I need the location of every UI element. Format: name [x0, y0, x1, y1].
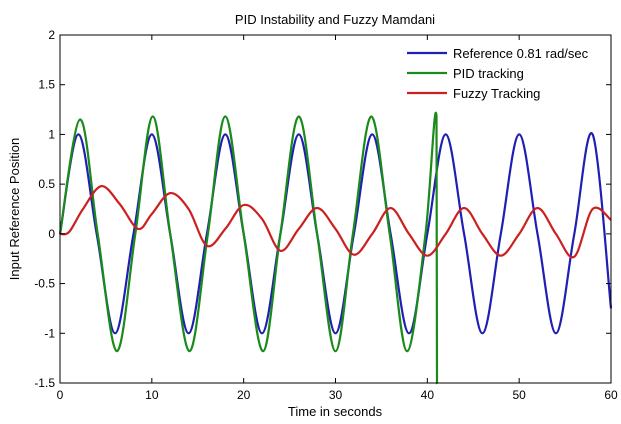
y-axis-label: Input Reference Position — [7, 138, 22, 280]
series-layer — [58, 111, 613, 385]
x-tick-label: 40 — [421, 388, 435, 402]
x-tick-label: 30 — [329, 388, 343, 402]
series-line-2 — [58, 111, 439, 385]
x-tick-label: 10 — [145, 388, 159, 402]
chart-title: PID Instability and Fuzzy Mamdani — [235, 12, 435, 27]
y-tick-label: 0.5 — [38, 177, 55, 191]
y-tick-label: 1.5 — [38, 78, 55, 92]
series-line-3 — [59, 185, 612, 259]
y-tick-label: 1 — [48, 127, 55, 141]
y-tick-label: 0 — [48, 227, 55, 241]
y-tick-label: 2 — [48, 28, 55, 42]
axis-ticks: 0 10 20 30 40 50 60 -1.5 -1 -0.5 0 0.5 1 1.5 2 — [34, 28, 618, 402]
legend-label: Fuzzy Tracking — [453, 86, 540, 101]
legend: Reference 0.81 rad/sec PID tracking Fuzzy … — [407, 46, 589, 101]
x-tick-label: 60 — [604, 388, 618, 402]
x-tick-label: 0 — [57, 388, 64, 402]
y-tick-label: -0.5 — [34, 277, 55, 291]
x-tick-label: 50 — [512, 388, 526, 402]
legend-label: PID tracking — [453, 66, 524, 81]
x-axis-label: Time in seconds — [288, 404, 383, 419]
y-tick-label: -1 — [44, 326, 55, 340]
legend-label: Reference 0.81 rad/sec — [453, 46, 589, 61]
x-tick-label: 20 — [237, 388, 251, 402]
y-tick-label: -1.5 — [34, 376, 55, 390]
series-line-1 — [58, 132, 613, 335]
